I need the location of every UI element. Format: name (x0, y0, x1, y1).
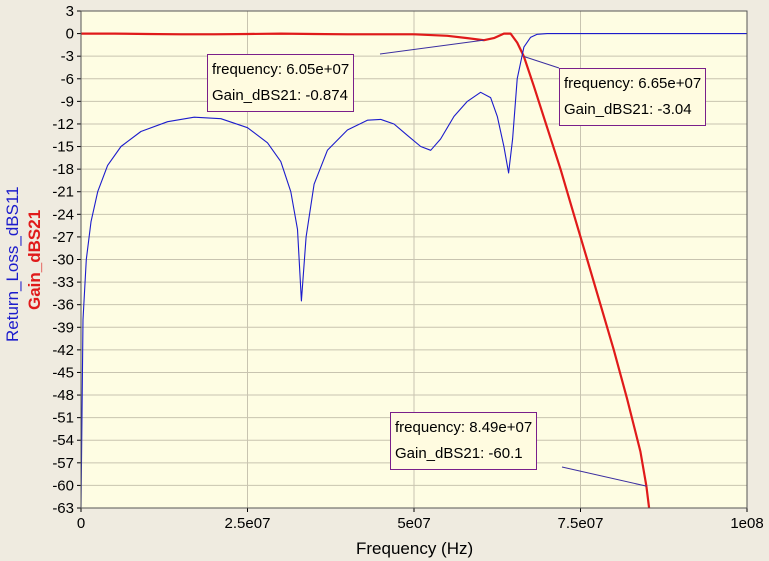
y-tick-label: -42 (52, 342, 74, 359)
marker-leader-line (379, 39, 484, 55)
marker-readout-2[interactable]: frequency: 6.65e+07 Gain_dBS21: -3.04 (559, 68, 707, 126)
y-axis-label-gain: Gain_dBS21 (25, 209, 44, 310)
y-tick-label: -15 (52, 139, 74, 156)
y-tick-label: -48 (52, 387, 74, 404)
x-tick-label: 5e07 (397, 515, 430, 532)
y-tick-label: -9 (61, 93, 74, 110)
series-lines (80, 32, 747, 509)
y-tick-label: -39 (52, 319, 74, 336)
y-tick-label: -51 (52, 410, 74, 427)
marker-leader-line (561, 466, 647, 487)
x-tick-labels: 0 2.5e07 5e07 7.5e07 1e08 (77, 515, 764, 532)
marker-leader-line (523, 56, 560, 69)
y-tick-label: -57 (52, 455, 74, 472)
x-tick-label: 1e08 (730, 515, 763, 532)
y-tick-label: -33 (52, 274, 74, 291)
y-tick-label: -3 (61, 48, 74, 65)
x-tick-label: 2.5e07 (225, 515, 271, 532)
y-tick-label: -21 (52, 184, 74, 201)
y-tick-label: -36 (52, 297, 74, 314)
y-tick-label: -45 (52, 364, 74, 381)
plot-frame (80, 10, 748, 509)
y-tick-label: -24 (52, 206, 74, 223)
y-tick-label: -63 (52, 500, 74, 517)
y-tick-label: -6 (61, 71, 74, 88)
y-tick-label: -27 (52, 229, 74, 246)
marker-1-gain: Gain_dBS21: -0.874 (212, 87, 348, 104)
marker-2-frequency: frequency: 6.65e+07 (564, 75, 702, 92)
x-axis-label: Frequency (Hz) (356, 539, 474, 558)
x-tick-label: 7.5e07 (558, 515, 604, 532)
y-tick-label: -60 (52, 477, 74, 494)
y-tick-label: -54 (52, 432, 74, 449)
y-axis-label-return-loss: Return_Loss_dBS11 (3, 186, 22, 342)
y-tick-label: 3 (66, 3, 74, 20)
y-tick-label: 0 (66, 26, 74, 43)
y-tick-labels: 3 0 -3 -6 -9 -12 -15 -18 -21 -24 -27 -30 -33 -36 -39 -4… (52, 3, 74, 517)
marker-readout-3[interactable]: frequency: 8.49e+07 Gain_dBS21: -60.1 (390, 412, 538, 470)
marker-leader-lines (379, 39, 647, 487)
y-tick-label: -12 (52, 116, 74, 133)
marker-2-gain: Gain_dBS21: -3.04 (564, 101, 692, 118)
y-tick-label: -30 (52, 252, 74, 269)
marker-readout-1[interactable]: frequency: 6.05e+07 Gain_dBS21: -0.874 (207, 54, 355, 112)
marker-3-gain: Gain_dBS21: -60.1 (395, 445, 523, 462)
gain-s21-line (81, 32, 651, 509)
return-loss-s11-line (80, 33, 747, 509)
x-tick-label: 0 (77, 515, 85, 532)
y-tick-label: -18 (52, 161, 74, 178)
marker-1-frequency: frequency: 6.05e+07 (212, 61, 350, 78)
marker-3-frequency: frequency: 8.49e+07 (395, 419, 533, 436)
